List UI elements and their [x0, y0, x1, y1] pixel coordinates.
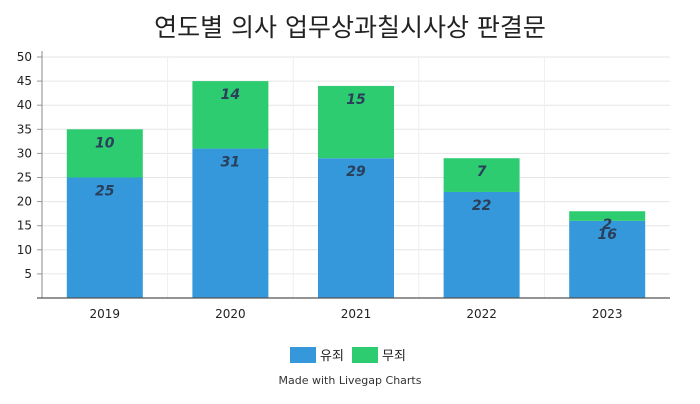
bar-guilty-2019[interactable]: [66, 177, 143, 299]
y-tick-label: 40: [17, 98, 32, 112]
bar-not-guilty-2022[interactable]: [443, 158, 520, 192]
bar-guilty-2022[interactable]: [443, 191, 520, 298]
data-label: 7: [477, 164, 487, 180]
credit-text: Made with Livegap Charts: [279, 374, 422, 387]
bar-not-guilty-2023[interactable]: [569, 211, 646, 221]
y-tick-label: 15: [17, 219, 32, 233]
data-label: 16: [597, 227, 617, 243]
chart-title: 연도별 의사 업무상과칠시사상 판결문: [154, 13, 546, 42]
legend-item-not-guilty[interactable]: 무죄: [352, 347, 406, 364]
data-label: 31: [221, 155, 240, 171]
data-label: 15: [346, 92, 366, 108]
y-tick-label: 35: [17, 122, 32, 136]
x-tick-label: 2023: [592, 307, 623, 321]
bars-layer: 25 10 31 14 29 15 22 7 162: [66, 81, 646, 299]
data-label: 14: [221, 87, 240, 103]
bar-not-guilty-2019[interactable]: [66, 129, 143, 178]
data-label: 25: [95, 184, 115, 200]
bar-guilty-2021[interactable]: [318, 158, 394, 298]
legend-label: 유죄: [320, 349, 344, 364]
x-tick-label: 2019: [90, 307, 121, 321]
legend-swatch: [352, 347, 378, 363]
x-tick-label: 2022: [466, 307, 497, 321]
bar-not-guilty-2020[interactable]: [192, 81, 269, 149]
axes-layer: 5 10 15 20 25 30 35 40 45 50 2019 2020 2021 2022 2023: [17, 50, 670, 321]
y-tick-label: 25: [17, 171, 32, 185]
bar-guilty-2020[interactable]: [192, 148, 269, 298]
y-tick-label: 30: [17, 146, 32, 160]
legend-swatch: [290, 347, 316, 363]
y-tick-label: 50: [17, 50, 32, 64]
data-label: 10: [95, 135, 115, 151]
y-tick-label: 5: [24, 267, 32, 281]
legend-label: 무죄: [382, 349, 406, 364]
legend[interactable]: 유죄 무죄: [290, 347, 406, 364]
x-tick-label: 2021: [341, 307, 372, 321]
y-tick-label: 45: [17, 74, 32, 88]
data-label: 29: [346, 164, 366, 180]
data-label: 22: [472, 198, 491, 214]
legend-item-guilty[interactable]: 유죄: [290, 347, 344, 364]
y-tick-label: 10: [17, 243, 32, 257]
x-tick-label: 2020: [215, 307, 246, 321]
bar-guilty-2023[interactable]: [569, 220, 646, 298]
bar-not-guilty-2021[interactable]: [318, 85, 394, 159]
data-label: 2: [602, 217, 612, 233]
y-tick-label: 20: [17, 195, 32, 209]
